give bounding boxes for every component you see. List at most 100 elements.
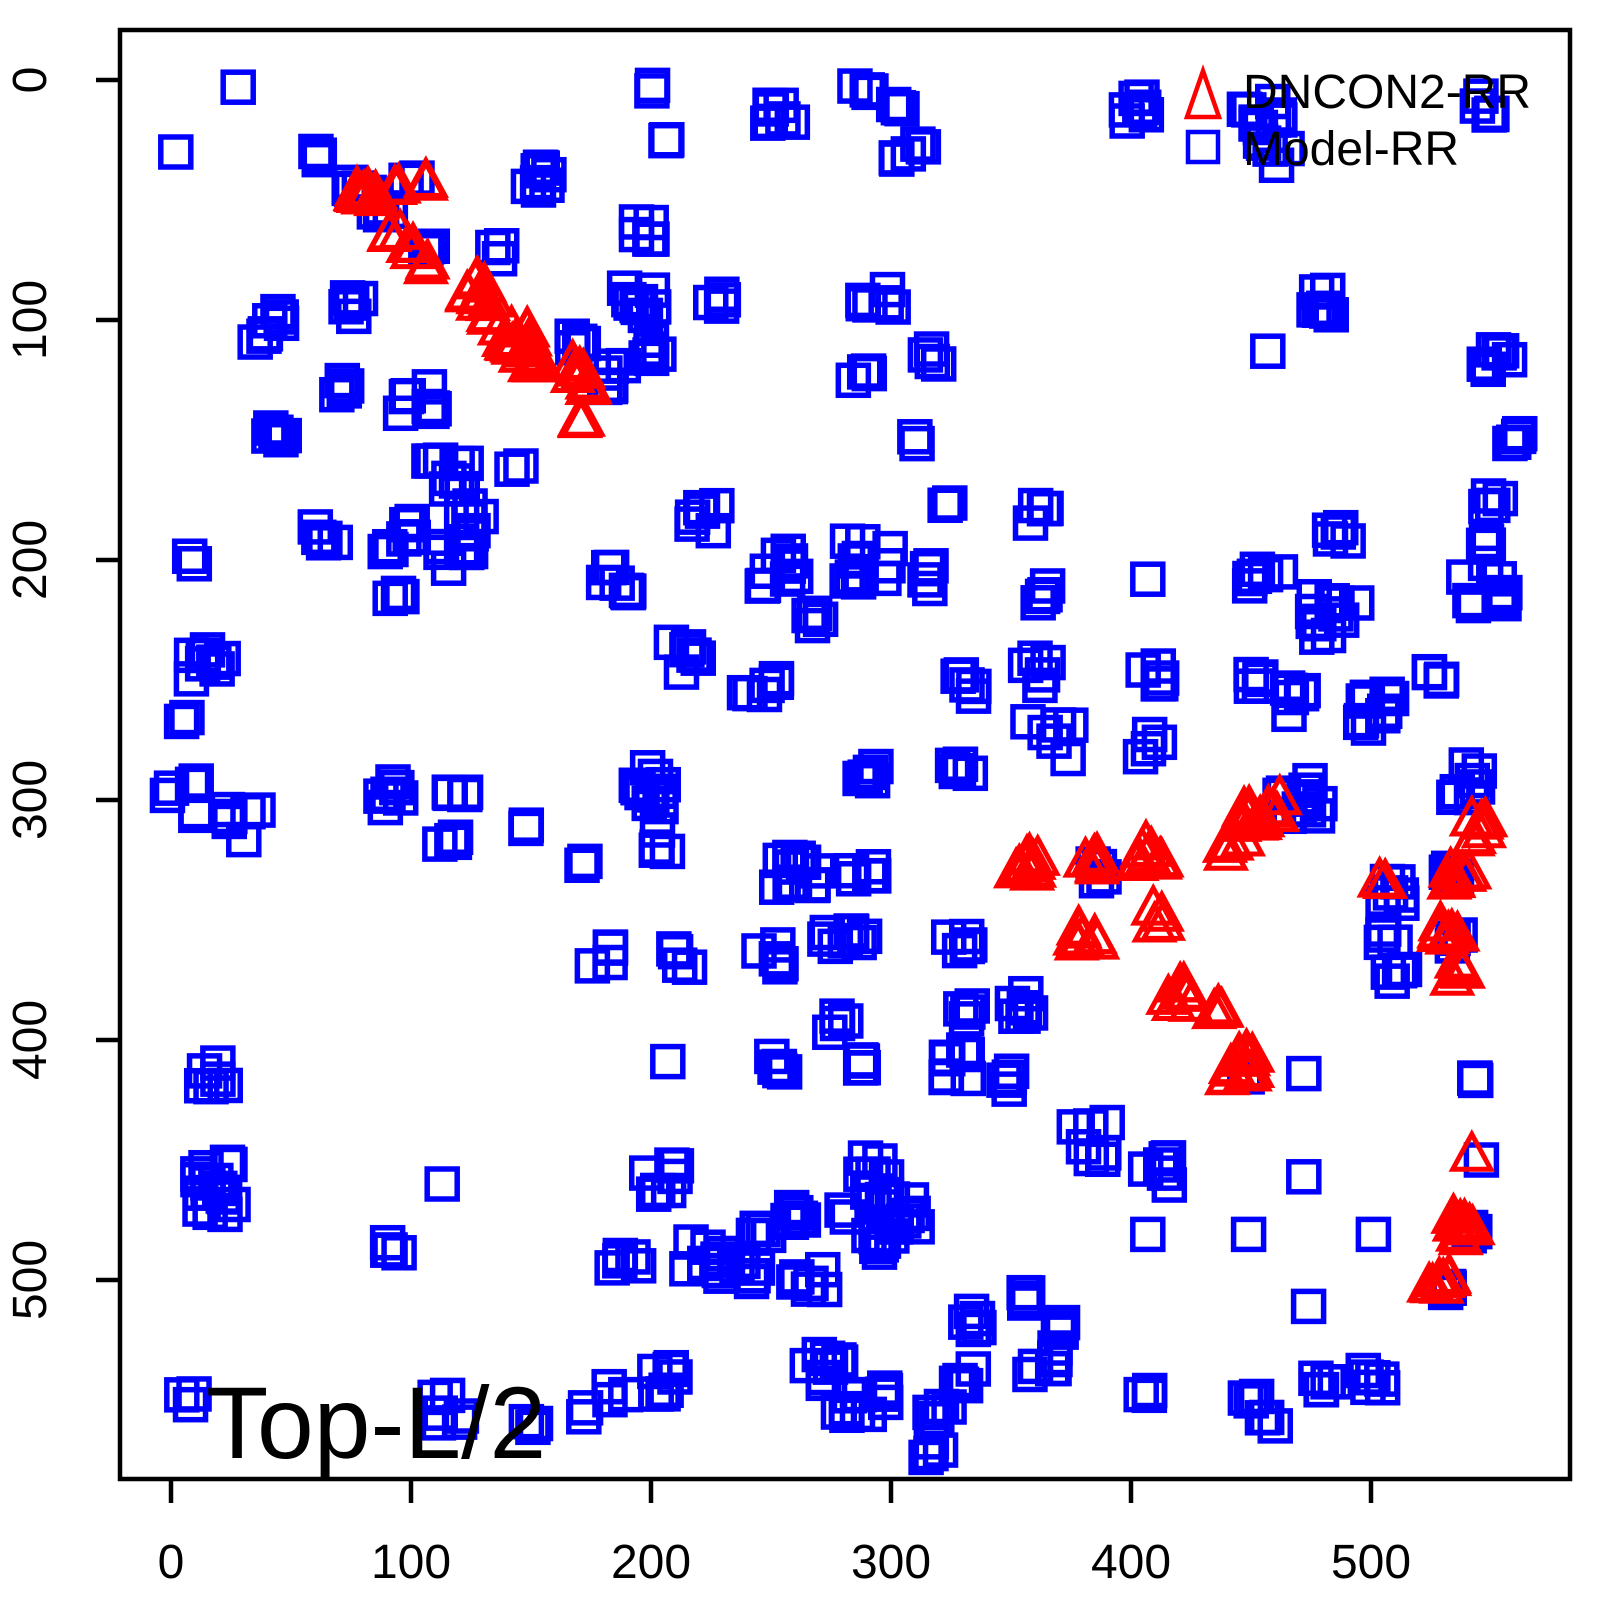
model-rr-marker	[1034, 1350, 1071, 1387]
dncon2-rr-marker	[1436, 940, 1484, 984]
x-axis: 0 100 200 300 400 500	[158, 1479, 1411, 1589]
dncon2-rr-marker	[556, 395, 604, 439]
model-rr-marker	[1250, 333, 1286, 369]
model-rr-marker	[1470, 351, 1506, 388]
model-rr-marker	[1468, 523, 1505, 560]
model-rr-marker	[434, 822, 470, 859]
dncon2-rr-marker	[402, 155, 450, 198]
model-rr-marker	[158, 134, 194, 170]
model-rr-marker	[298, 133, 334, 170]
model-rr-marker	[802, 601, 839, 638]
model-rr-marker	[880, 89, 917, 126]
model-rr-marker	[369, 1224, 406, 1261]
model-rr-marker	[875, 289, 911, 325]
model-rr-marker	[855, 849, 892, 885]
model-rr-marker	[955, 1311, 992, 1348]
model-rr-marker	[1457, 1062, 1494, 1099]
model-rr-marker	[648, 122, 684, 159]
model-rr-marker	[886, 1203, 922, 1239]
model-rr-marker	[411, 369, 448, 405]
dncon2-rr-marker	[549, 338, 596, 382]
model-rr-marker	[522, 149, 559, 185]
model-rr-marker	[263, 421, 299, 458]
dncon2-rr-marker	[366, 207, 414, 251]
model-rr-marker	[329, 280, 366, 316]
model-rr-marker	[1296, 578, 1333, 615]
model-rr-marker	[164, 1377, 200, 1413]
model-rr-marker	[1314, 583, 1350, 619]
model-rr-marker	[594, 1250, 630, 1286]
model-rr-marker	[913, 1435, 949, 1472]
model-rr-marker	[618, 204, 655, 240]
model-rr-marker	[380, 575, 417, 612]
model-rr-marker	[950, 994, 986, 1030]
model-rr-marker	[1463, 1142, 1500, 1178]
model-rr-marker	[220, 69, 256, 105]
model-rr-marker	[837, 68, 873, 104]
model-rr-marker	[163, 703, 200, 740]
model-rr-marker	[948, 1304, 984, 1340]
model-rr-marker	[1027, 714, 1063, 751]
model-rr-marker	[909, 550, 946, 587]
model-rr-marker	[907, 337, 944, 373]
model-rr-marker	[670, 629, 707, 665]
dncon2-rr-marker	[1441, 849, 1488, 892]
dncon2-rr-marker	[1208, 817, 1255, 861]
model-rr-marker	[760, 537, 797, 574]
model-rr-marker	[986, 1062, 1022, 1098]
model-rr-marker	[1140, 666, 1177, 702]
model-rr-marker	[1017, 487, 1054, 524]
model-rr-marker	[448, 445, 484, 482]
model-rr-marker	[959, 1300, 996, 1337]
model-rr-marker	[1283, 675, 1320, 712]
model-rr-marker	[1022, 667, 1058, 704]
model-rr-marker	[1131, 716, 1168, 753]
dncon2-rr-marker	[371, 162, 419, 205]
y-tick-label: 300	[4, 760, 57, 840]
model-rr-marker	[844, 1043, 881, 1079]
model-rr-marker	[851, 1396, 888, 1433]
dncon2-rr-marker	[468, 274, 516, 318]
model-rr-marker	[927, 487, 963, 523]
dncon2-rr-marker	[564, 356, 611, 400]
model-rr-marker	[564, 847, 600, 884]
model-rr-marker	[930, 919, 967, 955]
model-rr-marker	[637, 1353, 673, 1390]
model-rr-marker	[654, 1147, 690, 1183]
model-rr-marker	[835, 861, 872, 897]
model-rr-marker	[186, 1053, 223, 1089]
model-rr-marker	[602, 1243, 638, 1279]
model-rr-marker	[889, 1197, 925, 1234]
model-rr-marker	[1364, 1361, 1400, 1397]
model-rr-marker	[645, 1376, 681, 1412]
model-rr-marker	[649, 122, 685, 158]
dncon2-rr-marker	[992, 845, 1040, 889]
model-rr-marker	[180, 1156, 216, 1192]
model-rr-marker	[868, 285, 904, 321]
dncon2-rr-marker	[1160, 966, 1207, 1010]
model-rr-marker	[508, 810, 544, 847]
model-rr-marker	[633, 322, 670, 358]
model-rr-marker	[695, 512, 732, 549]
model-rr-marker	[739, 1250, 776, 1286]
model-rr-marker	[841, 924, 877, 961]
dncon2-rr-marker	[340, 171, 387, 215]
model-rr-marker	[629, 750, 666, 786]
model-rr-marker	[301, 137, 338, 173]
model-rr-marker	[336, 298, 372, 335]
model-rr-marker	[1296, 292, 1332, 328]
dncon2-rr-marker	[1460, 805, 1508, 849]
model-rr-marker	[773, 1204, 810, 1241]
model-rr-marker	[481, 240, 518, 277]
model-rr-marker	[1073, 1140, 1110, 1177]
model-rr-marker	[429, 1377, 466, 1414]
dncon2-rr-marker	[1420, 1255, 1467, 1299]
model-rr-marker	[153, 770, 190, 806]
model-rr-marker	[1037, 1330, 1073, 1366]
model-rr-marker	[190, 1165, 226, 1201]
model-rr-marker	[1043, 1305, 1079, 1341]
model-rr-marker	[307, 520, 343, 557]
model-rr-marker	[847, 759, 883, 795]
model-rr-marker	[609, 573, 646, 610]
